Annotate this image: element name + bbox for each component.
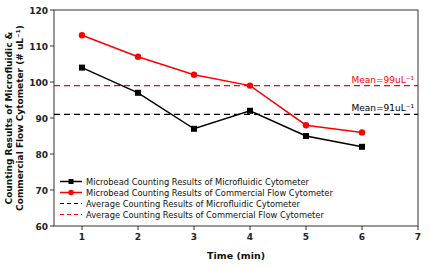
legend-label: Microbead Counting Results of Commercial… xyxy=(86,188,333,198)
y-tick-label: 110 xyxy=(29,42,48,52)
series-marker xyxy=(303,133,309,139)
y-tick-label: 120 xyxy=(29,6,48,16)
x-tick xyxy=(250,226,251,230)
plot-frame xyxy=(54,10,418,226)
y-axis-label-group: Counting Results of Microfluidic &Commer… xyxy=(4,25,25,211)
y-axis-label-line: Counting Results of Microfluidic & xyxy=(4,31,14,204)
y-tick xyxy=(50,46,54,47)
legend-label: Microbead Counting Results of Microfluid… xyxy=(86,177,309,187)
series-marker xyxy=(191,126,197,132)
series-marker xyxy=(191,72,197,78)
y-tick xyxy=(50,226,54,227)
y-axis-label: Counting Results of Microfluidic &Commer… xyxy=(4,25,25,211)
legend-marker xyxy=(68,190,73,195)
y-tick xyxy=(50,154,54,155)
series-marker xyxy=(79,32,85,38)
x-tick xyxy=(362,226,363,230)
y-tick-label: 80 xyxy=(35,150,48,160)
x-tick xyxy=(82,226,83,230)
x-tick-label: 1 xyxy=(79,232,85,242)
series-marker xyxy=(359,144,365,150)
x-tick-label: 5 xyxy=(303,232,309,242)
x-tick-label: 6 xyxy=(359,232,365,242)
legend-label: Average Counting Results of Microfluidic… xyxy=(86,199,301,209)
y-axis-label-line: Commercial Flow Cytometer (# uL⁻¹) xyxy=(15,25,25,211)
x-tick-label: 2 xyxy=(135,232,141,242)
legend-handle xyxy=(60,203,82,204)
series-marker xyxy=(247,108,253,114)
series-marker xyxy=(303,122,309,128)
series-marker xyxy=(135,90,141,96)
y-tick xyxy=(50,82,54,83)
x-tick-label: 7 xyxy=(415,232,421,242)
y-tick-label: 70 xyxy=(35,186,48,196)
y-tick xyxy=(50,190,54,191)
x-tick xyxy=(306,226,307,230)
x-tick xyxy=(138,226,139,230)
x-axis-label: Time (min) xyxy=(207,250,265,261)
series-line xyxy=(82,35,362,132)
x-tick xyxy=(194,226,195,230)
legend-background xyxy=(56,172,337,224)
mean-label: Mean=99uL⁻¹ xyxy=(351,75,414,85)
data-layer xyxy=(54,32,418,150)
legend-handle xyxy=(60,214,82,215)
x-tick-label: 3 xyxy=(191,232,197,242)
y-tick xyxy=(50,118,54,119)
legend-label: Average Counting Results of Commercial F… xyxy=(86,210,324,220)
mean-label: Mean=91uL⁻¹ xyxy=(351,103,414,113)
chart: 60 70 80 90 100 110 120 1 2 3 4 5 6 7 Time (min) Counti… xyxy=(0,0,430,267)
series-marker xyxy=(79,65,85,71)
series-marker xyxy=(359,129,365,135)
y-tick-label: 60 xyxy=(35,222,48,232)
legend: Microbead Counting Results of Microfluid… xyxy=(56,172,337,224)
mean-line xyxy=(54,85,418,86)
y-tick-label: 100 xyxy=(29,78,48,88)
series-marker xyxy=(135,54,141,60)
y-tick-label: 90 xyxy=(35,114,48,124)
legend-marker xyxy=(69,179,74,184)
series-marker xyxy=(247,82,253,88)
x-tick-label: 4 xyxy=(247,232,253,242)
y-tick xyxy=(50,10,54,11)
x-tick xyxy=(418,226,419,230)
